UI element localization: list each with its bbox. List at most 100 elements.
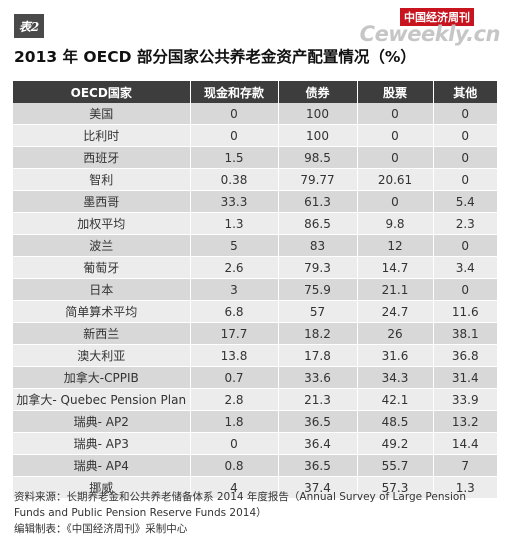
page-title: 2013 年 OECD 部分国家公共养老金资产配置情况（%） — [14, 48, 416, 66]
cell-other: 3.4 — [433, 256, 497, 279]
cell-other: 0 — [433, 234, 497, 257]
cell-cash: 1.5 — [190, 146, 279, 169]
cell-country: 澳大利亚 — [13, 344, 191, 367]
cell-other: 1.3 — [433, 476, 497, 499]
table-row: 波兰 5 83 12 0 — [13, 234, 497, 257]
cell-country: 比利时 — [13, 124, 191, 147]
cell-other: 5.4 — [433, 190, 497, 213]
header-other: 其他 — [433, 81, 497, 103]
cell-cash: 0.7 — [190, 366, 279, 389]
cell-stocks: 20.61 — [357, 168, 434, 191]
cell-country: 日本 — [13, 278, 191, 301]
cell-other: 11.6 — [433, 300, 497, 323]
source-note: 资料来源：长期养老金和公共养老储备体系 2014 年度报告（Annual Sur… — [14, 491, 466, 519]
brand-logo: 中国经济周刊 Ceweekly.cn — [300, 8, 501, 48]
cell-bonds: 75.9 — [278, 278, 358, 301]
cell-other: 38.1 — [433, 322, 497, 345]
table-row: 葡萄牙 2.6 79.3 14.7 3.4 — [13, 256, 497, 279]
cell-bonds: 98.5 — [278, 146, 358, 169]
cell-bonds: 36.4 — [278, 432, 358, 455]
brand-logo-cn: 中国经济周刊 — [400, 8, 474, 26]
header: 表2 中国经济周刊 Ceweekly.cn 2013 年 OECD 部分国家公共… — [0, 0, 510, 70]
table-row: 加拿大- Quebec Pension Plan 2.8 21.3 42.1 33.9 — [13, 388, 497, 411]
cell-stocks: 14.7 — [357, 256, 434, 279]
cell-other: 14.4 — [433, 432, 497, 455]
cell-stocks: 31.6 — [357, 344, 434, 367]
cell-country: 美国 — [13, 103, 191, 125]
cell-cash: 2.8 — [190, 388, 279, 411]
cell-bonds: 79.77 — [278, 168, 358, 191]
cell-bonds: 61.3 — [278, 190, 358, 213]
cell-cash: 0 — [190, 432, 279, 455]
table-row: 比利时 0 100 0 0 — [13, 124, 497, 147]
cell-other: 0 — [433, 278, 497, 301]
footer: 资料来源：长期养老金和公共养老储备体系 2014 年度报告（Annual Sur… — [14, 489, 500, 537]
cell-other: 31.4 — [433, 366, 497, 389]
cell-cash: 0 — [190, 103, 279, 125]
editor-note: 编辑制表：《中国经济周刊》采制中心 — [14, 523, 188, 535]
cell-country: 葡萄牙 — [13, 256, 191, 279]
table-row: 瑞典- AP3 0 36.4 49.2 14.4 — [13, 432, 497, 455]
cell-other: 7 — [433, 454, 497, 477]
cell-bonds: 57 — [278, 300, 358, 323]
cell-stocks: 57.3 — [357, 476, 434, 499]
cell-stocks: 26 — [357, 322, 434, 345]
cell-country: 墨西哥 — [13, 190, 191, 213]
allocation-table: OECD国家 现金和存款 债券 股票 其他 美国 0 100 0 0 比利时 0 100 0 0 西… — [13, 81, 497, 499]
cell-stocks: 9.8 — [357, 212, 434, 235]
cell-cash: 33.3 — [190, 190, 279, 213]
cell-country: 简单算术平均 — [13, 300, 191, 323]
table-row: 挪威 4 37.4 57.3 1.3 — [13, 476, 497, 499]
cell-cash: 3 — [190, 278, 279, 301]
cell-other: 0 — [433, 168, 497, 191]
cell-stocks: 42.1 — [357, 388, 434, 411]
cell-bonds: 36.5 — [278, 410, 358, 433]
cell-country: 瑞典- AP3 — [13, 432, 191, 455]
cell-stocks: 55.7 — [357, 454, 434, 477]
cell-country: 挪威 — [13, 476, 191, 499]
cell-bonds: 17.8 — [278, 344, 358, 367]
cell-bonds: 36.5 — [278, 454, 358, 477]
table-row: 加拿大-CPPIB 0.7 33.6 34.3 31.4 — [13, 366, 497, 389]
table-badge: 表2 — [14, 14, 44, 38]
header-country: OECD国家 — [13, 81, 191, 103]
cell-bonds: 100 — [278, 124, 358, 147]
cell-other: 33.9 — [433, 388, 497, 411]
cell-stocks: 24.7 — [357, 300, 434, 323]
cell-country: 加拿大-CPPIB — [13, 366, 191, 389]
cell-stocks: 0 — [357, 103, 434, 125]
cell-bonds: 21.3 — [278, 388, 358, 411]
cell-bonds: 83 — [278, 234, 358, 257]
table-row: 加权平均 1.3 86.5 9.8 2.3 — [13, 212, 497, 235]
header-bonds: 债券 — [278, 81, 358, 103]
table-row: 墨西哥 33.3 61.3 0 5.4 — [13, 190, 497, 213]
table-row: 简单算术平均 6.8 57 24.7 11.6 — [13, 300, 497, 323]
header-stocks: 股票 — [357, 81, 434, 103]
cell-other: 13.2 — [433, 410, 497, 433]
cell-bonds: 79.3 — [278, 256, 358, 279]
cell-bonds: 18.2 — [278, 322, 358, 345]
cell-other: 2.3 — [433, 212, 497, 235]
cell-cash: 4 — [190, 476, 279, 499]
table-header-row: OECD国家 现金和存款 债券 股票 其他 — [13, 81, 497, 103]
cell-bonds: 100 — [278, 103, 358, 125]
cell-other: 0 — [433, 124, 497, 147]
cell-bonds: 86.5 — [278, 212, 358, 235]
cell-other: 0 — [433, 103, 497, 125]
table-row: 智利 0.38 79.77 20.61 0 — [13, 168, 497, 191]
cell-cash: 1.3 — [190, 212, 279, 235]
cell-cash: 17.7 — [190, 322, 279, 345]
header-cash: 现金和存款 — [190, 81, 279, 103]
cell-cash: 1.8 — [190, 410, 279, 433]
cell-stocks: 21.1 — [357, 278, 434, 301]
cell-cash: 0.38 — [190, 168, 279, 191]
cell-cash: 5 — [190, 234, 279, 257]
cell-country: 波兰 — [13, 234, 191, 257]
cell-cash: 2.6 — [190, 256, 279, 279]
cell-other: 0 — [433, 146, 497, 169]
cell-country: 加拿大- Quebec Pension Plan — [13, 388, 191, 411]
cell-other: 36.8 — [433, 344, 497, 367]
cell-country: 瑞典- AP2 — [13, 410, 191, 433]
cell-stocks: 12 — [357, 234, 434, 257]
table-row: 日本 3 75.9 21.1 0 — [13, 278, 497, 301]
